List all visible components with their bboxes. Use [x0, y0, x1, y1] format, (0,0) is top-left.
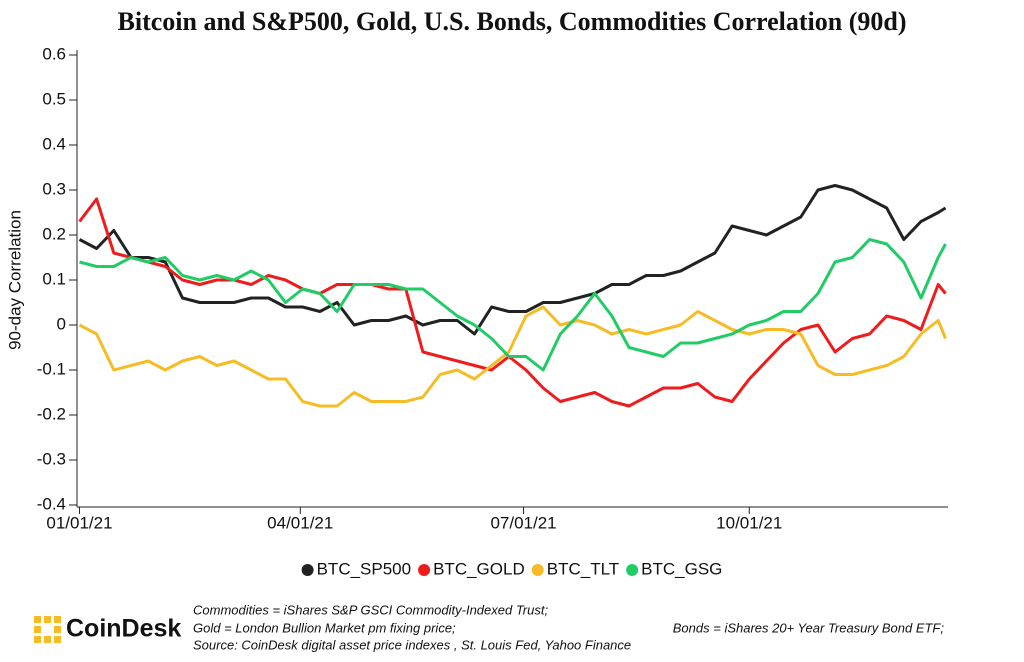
series-line	[78, 197, 947, 408]
x-tick-label: 04/01/21	[267, 513, 333, 532]
legend-label: BTC_TLT	[547, 559, 619, 578]
legend-marker	[418, 564, 431, 576]
footnote: Commodities = iShares S&P GSCI Commodity…	[193, 602, 548, 617]
y-tick-label: 0.1	[42, 269, 66, 288]
series-line	[78, 305, 947, 408]
y-tick-label: 0.4	[42, 134, 66, 153]
y-tick-label: 0.5	[42, 89, 66, 108]
y-tick-label: 0.2	[42, 224, 66, 243]
legend-label: BTC_GSG	[641, 559, 722, 578]
legend-marker	[301, 564, 314, 576]
legend-label: BTC_GOLD	[433, 559, 525, 578]
footnote: Bonds = iShares 20+ Year Treasury Bond E…	[673, 620, 945, 635]
legend-marker	[531, 564, 544, 576]
series-line	[79, 238, 947, 372]
legend-marker	[626, 564, 639, 576]
y-tick-label: -0.1	[37, 359, 66, 378]
y-tick-label: -0.2	[37, 404, 66, 423]
y-tick-label: 0.6	[42, 44, 66, 63]
footnote: Source: CoinDesk digital asset price ind…	[193, 637, 631, 652]
chart-title: Bitcoin and S&P500, Gold, U.S. Bonds, Co…	[118, 7, 907, 36]
y-tick-label: 0	[57, 314, 66, 333]
footnote: Gold = London Bullion Market pm fixing p…	[193, 620, 456, 635]
legend-label: BTC_SP500	[317, 559, 412, 578]
y-tick-label: -0.3	[37, 449, 66, 468]
y-tick-label: 0.3	[42, 179, 66, 198]
series-line	[78, 184, 947, 336]
x-tick-label: 10/01/21	[716, 513, 782, 532]
logo	[34, 616, 61, 643]
y-tick-label: -0.4	[37, 494, 66, 513]
brand: CoinDesk	[66, 615, 181, 643]
y-axis-label: 90-day Correlation	[5, 210, 24, 350]
x-tick-label: 01/01/21	[46, 513, 112, 532]
x-tick-label: 07/01/21	[490, 513, 556, 532]
